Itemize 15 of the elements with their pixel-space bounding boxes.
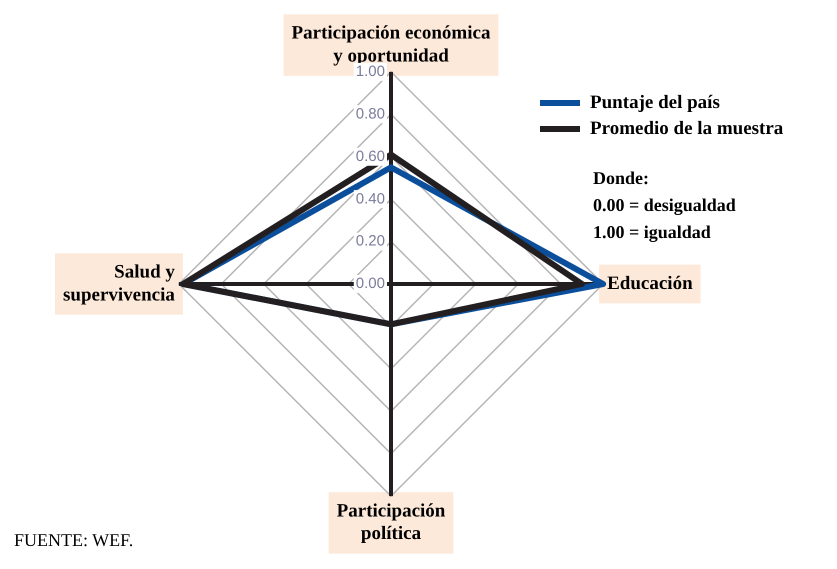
y-tick-label: 0.20	[356, 232, 385, 250]
y-tick-label: 0.40	[356, 190, 385, 208]
source-note: FUENTE: WEF.	[14, 530, 134, 551]
spoke-label: Salud y supervivencia	[62, 262, 176, 306]
text: 1.00 = igualdad	[593, 221, 712, 244]
y-tick-label: 0.60	[356, 148, 385, 165]
spoke-label: Educación	[607, 272, 694, 294]
text: Donde:	[593, 167, 650, 190]
y-tick-label: 0.00	[356, 275, 385, 292]
y-tick-label: 1.00	[356, 63, 385, 80]
legend-label: Puntaje del país	[590, 92, 720, 114]
y-tick-label: 0.80	[356, 105, 385, 122]
legend-label: Promedio de la muestra	[590, 118, 784, 140]
text: 0.00 = desigualdad	[593, 194, 736, 217]
spoke-label: Participación política	[336, 500, 446, 544]
